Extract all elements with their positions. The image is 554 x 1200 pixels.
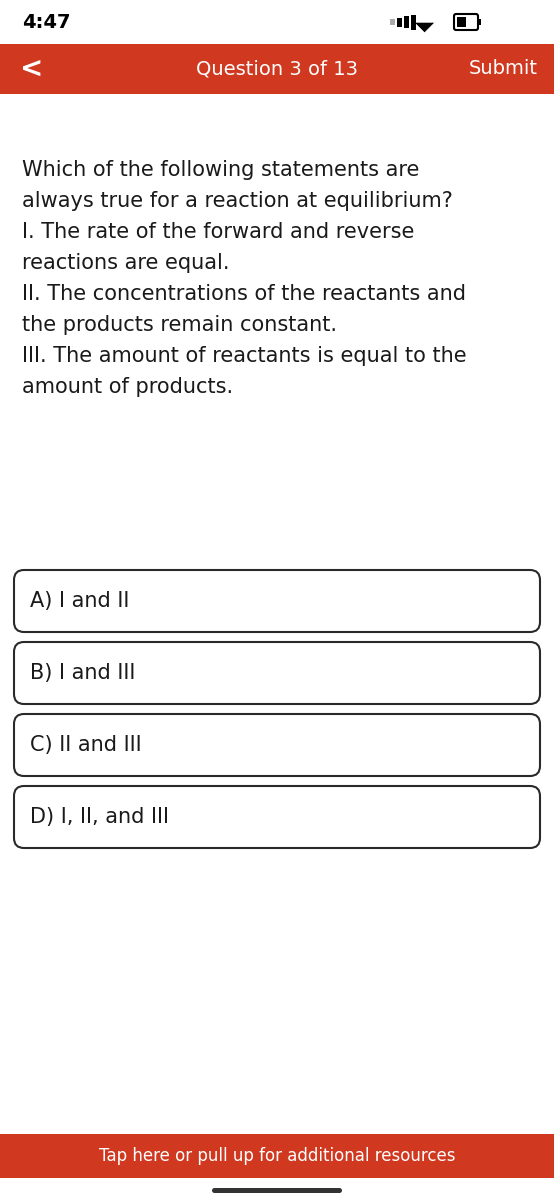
Text: the products remain constant.: the products remain constant. (22, 314, 337, 335)
FancyBboxPatch shape (0, 1178, 554, 1200)
FancyBboxPatch shape (397, 18, 402, 26)
FancyBboxPatch shape (478, 19, 481, 25)
Text: II. The concentrations of the reactants and: II. The concentrations of the reactants … (22, 284, 466, 304)
FancyBboxPatch shape (0, 44, 554, 94)
Text: A) I and II: A) I and II (30, 590, 130, 611)
FancyBboxPatch shape (411, 14, 416, 30)
Text: ◣: ◣ (414, 11, 436, 34)
Text: Which of the following statements are: Which of the following statements are (22, 160, 419, 180)
FancyBboxPatch shape (390, 19, 395, 25)
FancyBboxPatch shape (0, 1134, 554, 1178)
Text: B) I and III: B) I and III (30, 662, 135, 683)
FancyBboxPatch shape (212, 1188, 342, 1193)
Text: D) I, II, and III: D) I, II, and III (30, 806, 169, 827)
Text: I. The rate of the forward and reverse: I. The rate of the forward and reverse (22, 222, 414, 242)
Text: C) II and III: C) II and III (30, 734, 142, 755)
Text: 4:47: 4:47 (22, 12, 70, 31)
Text: amount of products.: amount of products. (22, 377, 233, 397)
Text: Question 3 of 13: Question 3 of 13 (196, 60, 358, 78)
FancyBboxPatch shape (404, 16, 409, 28)
Text: III. The amount of reactants is equal to the: III. The amount of reactants is equal to… (22, 346, 466, 366)
Text: <: < (20, 55, 43, 83)
Text: always true for a reaction at equilibrium?: always true for a reaction at equilibriu… (22, 191, 453, 211)
FancyBboxPatch shape (457, 17, 466, 26)
FancyBboxPatch shape (14, 642, 540, 704)
Text: reactions are equal.: reactions are equal. (22, 253, 229, 272)
Text: Tap here or pull up for additional resources: Tap here or pull up for additional resou… (99, 1147, 455, 1165)
FancyBboxPatch shape (14, 714, 540, 776)
Text: Submit: Submit (469, 60, 538, 78)
FancyBboxPatch shape (14, 786, 540, 848)
FancyBboxPatch shape (0, 0, 554, 44)
FancyBboxPatch shape (14, 570, 540, 632)
